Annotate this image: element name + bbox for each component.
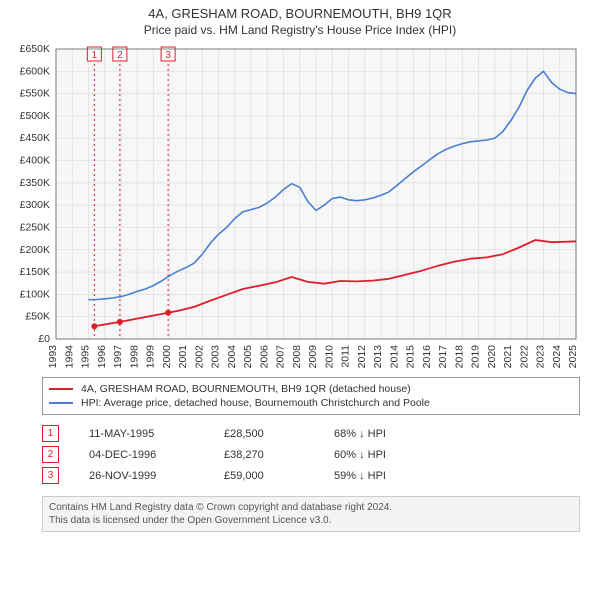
svg-text:2008: 2008 <box>291 345 303 369</box>
svg-text:2: 2 <box>117 50 123 61</box>
svg-text:1998: 1998 <box>128 345 140 369</box>
svg-text:£450K: £450K <box>20 132 50 144</box>
svg-text:2002: 2002 <box>193 345 205 369</box>
svg-text:£500K: £500K <box>20 110 50 122</box>
svg-text:2018: 2018 <box>453 345 465 369</box>
svg-text:£650K: £650K <box>20 43 50 55</box>
svg-text:1999: 1999 <box>145 345 157 369</box>
svg-text:2019: 2019 <box>470 345 482 369</box>
svg-text:1997: 1997 <box>112 345 124 369</box>
svg-text:2013: 2013 <box>372 345 384 369</box>
svg-text:2016: 2016 <box>421 345 433 369</box>
svg-text:2009: 2009 <box>307 345 319 369</box>
svg-text:2012: 2012 <box>356 345 368 369</box>
table-row: 1 11-MAY-1995 £28,500 68% ↓ HPI <box>42 423 580 444</box>
svg-text:2025: 2025 <box>567 345 579 369</box>
footnote-line: This data is licensed under the Open Gov… <box>49 514 573 527</box>
legend-label: HPI: Average price, detached house, Bour… <box>81 396 430 410</box>
svg-text:2010: 2010 <box>323 345 335 369</box>
svg-text:£350K: £350K <box>20 177 50 189</box>
table-row: 2 04-DEC-1996 £38,270 60% ↓ HPI <box>42 444 580 465</box>
sale-delta: 68% ↓ HPI <box>334 428 444 440</box>
sale-marker-icon: 3 <box>42 467 59 484</box>
svg-text:£150K: £150K <box>20 266 50 278</box>
legend-swatch-hpi <box>49 402 73 404</box>
svg-text:1994: 1994 <box>63 345 75 369</box>
svg-text:£200K: £200K <box>20 244 50 256</box>
sale-price: £38,270 <box>224 449 304 461</box>
legend-item: 4A, GRESHAM ROAD, BOURNEMOUTH, BH9 1QR (… <box>49 382 573 396</box>
svg-text:2022: 2022 <box>518 345 530 369</box>
legend: 4A, GRESHAM ROAD, BOURNEMOUTH, BH9 1QR (… <box>42 377 580 415</box>
svg-text:2017: 2017 <box>437 345 449 369</box>
svg-text:2021: 2021 <box>502 345 514 369</box>
svg-text:£400K: £400K <box>20 155 50 167</box>
svg-text:2006: 2006 <box>258 345 270 369</box>
svg-text:2024: 2024 <box>551 345 563 369</box>
svg-text:1996: 1996 <box>96 345 108 369</box>
sale-delta: 59% ↓ HPI <box>334 470 444 482</box>
svg-text:2011: 2011 <box>340 345 352 368</box>
legend-label: 4A, GRESHAM ROAD, BOURNEMOUTH, BH9 1QR (… <box>81 382 411 396</box>
svg-text:2003: 2003 <box>210 345 222 369</box>
sale-marker-icon: 1 <box>42 425 59 442</box>
svg-text:1993: 1993 <box>47 345 59 369</box>
page-title: 4A, GRESHAM ROAD, BOURNEMOUTH, BH9 1QR <box>0 0 600 21</box>
svg-text:2005: 2005 <box>242 345 254 369</box>
svg-text:2020: 2020 <box>486 345 498 369</box>
svg-text:2001: 2001 <box>177 345 189 369</box>
table-row: 3 26-NOV-1999 £59,000 59% ↓ HPI <box>42 465 580 486</box>
sale-date: 04-DEC-1996 <box>89 449 194 461</box>
svg-text:2015: 2015 <box>405 345 417 369</box>
svg-text:2000: 2000 <box>161 345 173 369</box>
svg-text:£300K: £300K <box>20 199 50 211</box>
svg-text:2004: 2004 <box>226 345 238 369</box>
legend-item: HPI: Average price, detached house, Bour… <box>49 396 573 410</box>
sale-price: £59,000 <box>224 470 304 482</box>
page-subtitle: Price paid vs. HM Land Registry's House … <box>0 21 600 41</box>
svg-text:2023: 2023 <box>535 345 547 369</box>
svg-text:2007: 2007 <box>275 345 287 369</box>
svg-text:£0: £0 <box>38 333 50 345</box>
legend-swatch-price <box>49 388 73 390</box>
svg-text:3: 3 <box>165 50 171 61</box>
sale-marker-icon: 2 <box>42 446 59 463</box>
sales-table: 1 11-MAY-1995 £28,500 68% ↓ HPI 2 04-DEC… <box>42 423 580 486</box>
svg-text:1995: 1995 <box>80 345 92 369</box>
svg-text:2014: 2014 <box>388 345 400 369</box>
svg-text:1: 1 <box>92 50 98 61</box>
svg-text:£50K: £50K <box>25 311 50 323</box>
svg-text:£250K: £250K <box>20 221 50 233</box>
sale-delta: 60% ↓ HPI <box>334 449 444 461</box>
svg-text:£100K: £100K <box>20 288 50 300</box>
sale-date: 26-NOV-1999 <box>89 470 194 482</box>
sale-date: 11-MAY-1995 <box>89 428 194 440</box>
sale-price: £28,500 <box>224 428 304 440</box>
svg-text:£550K: £550K <box>20 88 50 100</box>
svg-text:£600K: £600K <box>20 65 50 77</box>
footnote-line: Contains HM Land Registry data © Crown c… <box>49 501 573 514</box>
footnote: Contains HM Land Registry data © Crown c… <box>42 496 580 532</box>
price-chart: £0 £50K £100K £150K £200K £250K £300K £350K £400… <box>0 41 600 371</box>
